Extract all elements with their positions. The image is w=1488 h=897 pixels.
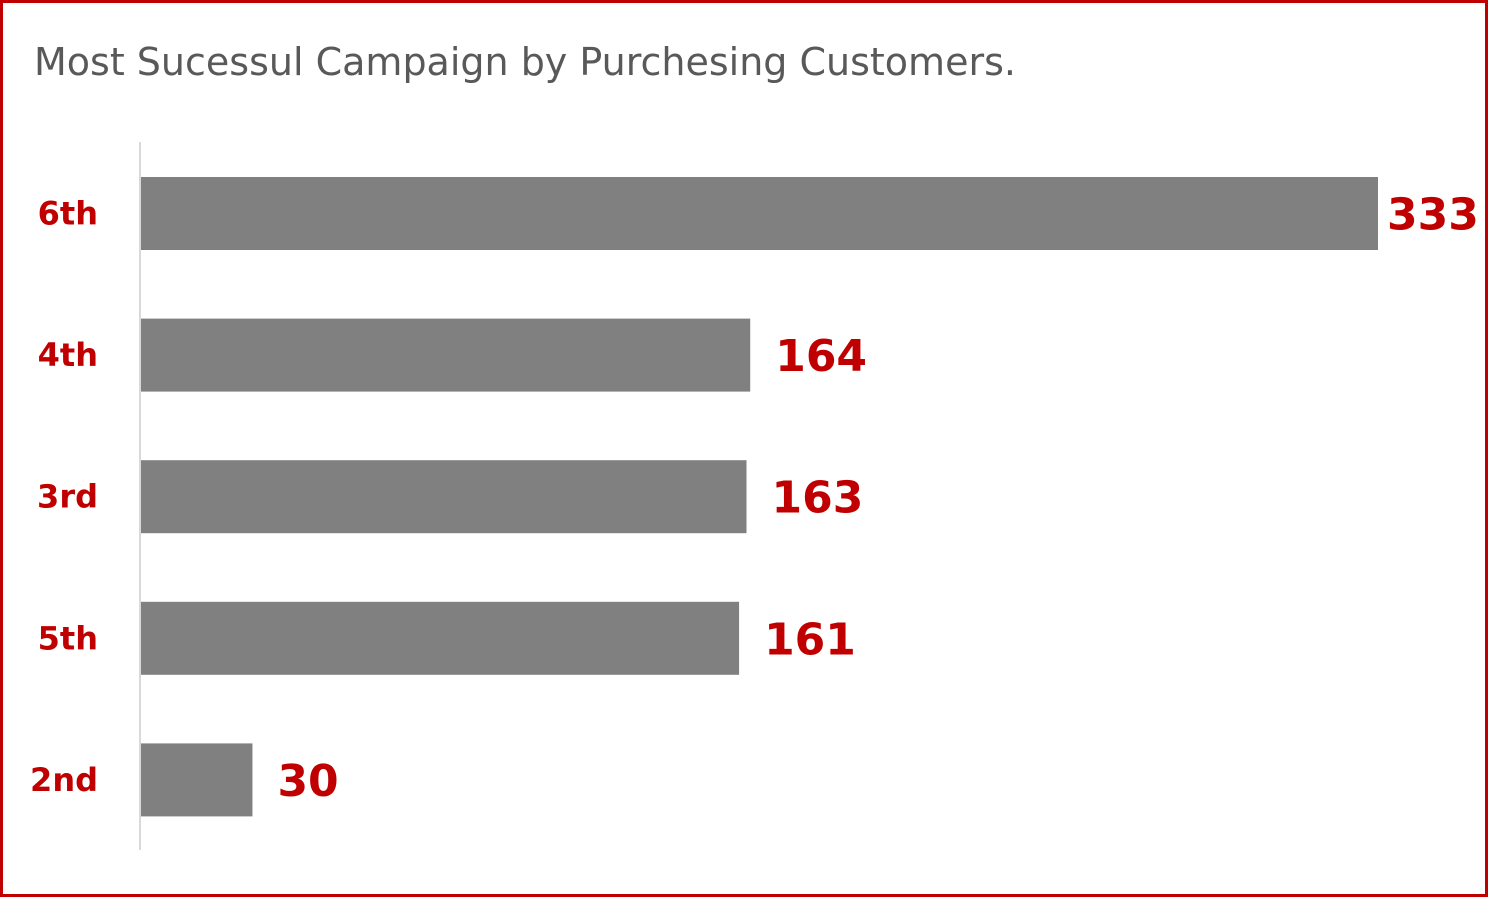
chart-title: Most Sucessul Campaign by Purchesing Cus… — [34, 40, 1016, 84]
bar-3rd — [141, 460, 747, 534]
value-label: 30 — [277, 756, 338, 807]
category-label: 3rd — [37, 478, 98, 516]
value-label: 163 — [771, 473, 863, 524]
value-label: 164 — [775, 331, 867, 382]
category-label: 4th — [38, 336, 98, 374]
bar-2nd — [141, 743, 253, 817]
category-label: 2nd — [30, 761, 98, 799]
category-label: 6th — [38, 195, 98, 233]
bar-4th — [141, 318, 751, 392]
bar-5th — [141, 601, 740, 675]
value-label: 161 — [764, 614, 856, 665]
value-label: 333 — [1387, 190, 1479, 241]
category-label: 5th — [38, 619, 98, 657]
bar-6th — [141, 177, 1378, 250]
